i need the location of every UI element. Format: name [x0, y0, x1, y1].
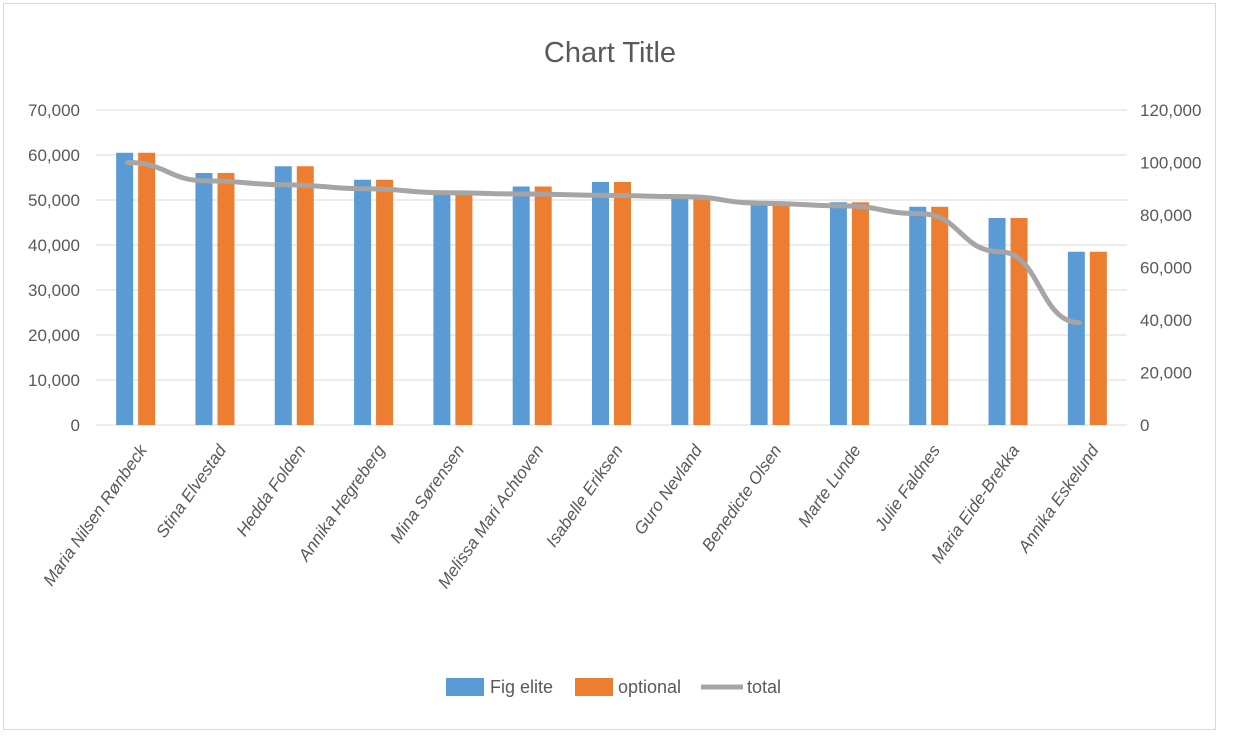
- bar-fig-elite: [909, 206, 927, 425]
- bar-optional: [376, 179, 394, 425]
- left-tick-label: 30,000: [28, 281, 80, 300]
- bar-optional: [1010, 218, 1028, 425]
- bar-fig-elite: [433, 191, 451, 425]
- bar-optional: [455, 191, 473, 425]
- bar-optional: [534, 186, 552, 425]
- category-label: Julie Faldnes: [870, 441, 944, 535]
- legend-item-fig-elite[interactable]: Fig elite: [446, 677, 553, 697]
- legend-label: optional: [618, 677, 681, 697]
- category-label: Annika Hegreberg: [294, 441, 389, 565]
- bars: [116, 152, 1107, 425]
- chart-frame: Chart Title 0 10,000 20,000 30,000 40,000 50,…: [3, 3, 1216, 730]
- left-tick-label: 50,000: [28, 191, 80, 210]
- right-tick-label: 80,000: [1140, 206, 1192, 225]
- category-label: Marte Lunde: [794, 441, 864, 530]
- right-axis: 0 20,000 40,000 60,000 80,000 100,000 120,000: [1140, 101, 1201, 435]
- combo-chart: Chart Title 0 10,000 20,000 30,000 40,000 50,…: [28, 37, 1201, 697]
- bar-fig-elite: [592, 182, 609, 425]
- bar-fig-elite: [274, 166, 292, 425]
- category-axis: Maria Nilsen Rønbeck Stina Elvestad Hedda …: [39, 440, 1102, 592]
- bar-optional: [1089, 251, 1107, 425]
- bar-fig-elite: [671, 195, 689, 425]
- right-tick-label: 100,000: [1140, 154, 1201, 173]
- left-tick-label: 60,000: [28, 146, 80, 165]
- left-tick-label: 40,000: [28, 236, 80, 255]
- category-label: Mina Sørensen: [386, 441, 468, 546]
- right-tick-label: 60,000: [1140, 259, 1192, 278]
- right-tick-label: 120,000: [1140, 101, 1201, 120]
- right-tick-label: 20,000: [1140, 364, 1192, 383]
- left-tick-label: 20,000: [28, 326, 80, 345]
- legend-item-total[interactable]: total: [701, 677, 781, 697]
- bar-fig-elite: [1067, 251, 1085, 425]
- right-tick-label: 40,000: [1140, 311, 1192, 330]
- bar-optional: [851, 202, 869, 425]
- gridlines: [96, 109, 1127, 426]
- total-line-series: [125, 160, 1082, 326]
- bar-optional: [614, 182, 631, 425]
- left-axis: 0 10,000 20,000 30,000 40,000 50,000 60,000 70,…: [28, 101, 80, 435]
- left-tick-label: 70,000: [28, 101, 80, 120]
- bar-fig-elite: [116, 152, 134, 425]
- bar-optional: [138, 152, 156, 425]
- legend-item-optional[interactable]: optional: [575, 677, 681, 697]
- category-label: Hedda Folden: [233, 441, 310, 539]
- bar-optional: [217, 173, 235, 425]
- bar-fig-elite: [195, 173, 213, 425]
- legend-label: Fig elite: [490, 677, 553, 697]
- left-tick-label: 10,000: [28, 371, 80, 390]
- bar-fig-elite: [829, 202, 847, 425]
- category-label: Stina Elvestad: [152, 441, 230, 541]
- bar-optional: [931, 206, 949, 425]
- legend[interactable]: Fig elite optional total: [446, 677, 781, 697]
- bar-optional: [296, 166, 314, 425]
- legend-label: total: [747, 677, 781, 697]
- line-total: [125, 160, 1082, 326]
- bar-fig-elite: [354, 179, 372, 425]
- bar-optional: [772, 202, 790, 425]
- bar-fig-elite: [988, 218, 1006, 425]
- left-tick-label: 0: [71, 416, 80, 435]
- chart-title: Chart Title: [544, 37, 676, 69]
- bar-optional: [693, 195, 711, 425]
- legend-swatch: [575, 678, 613, 696]
- category-label: Guro Nevland: [630, 441, 706, 538]
- bar-fig-elite: [512, 186, 530, 425]
- bar-fig-elite: [750, 202, 768, 425]
- category-label: Maria Eide-Brekka: [928, 441, 1024, 566]
- category-label: Isabelle Eriksen: [542, 441, 626, 550]
- category-label: Benedicte Olsen: [698, 441, 785, 554]
- category-label: Annika Eskelund: [1014, 441, 1103, 557]
- category-label: Maria Nilsen Rønbeck: [39, 440, 151, 589]
- right-tick-label: 0: [1140, 416, 1149, 435]
- legend-swatch: [446, 678, 484, 696]
